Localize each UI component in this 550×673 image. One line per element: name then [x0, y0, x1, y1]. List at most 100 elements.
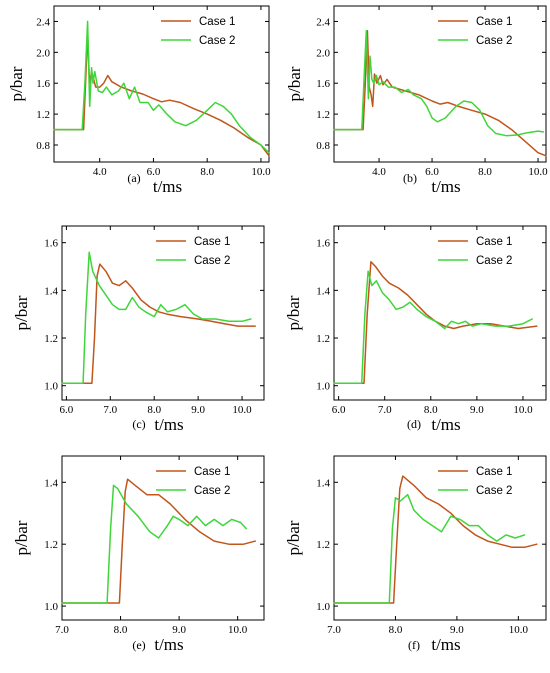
panel-caption: (b) — [403, 171, 417, 185]
legend-label-case-1: Case 1 — [194, 466, 230, 478]
series-line-case-1 — [61, 478, 256, 604]
x-tick-label: 10.0 — [528, 166, 548, 178]
y-axis-label: p/bar — [284, 520, 303, 555]
y-tick-label: 1.0 — [44, 381, 58, 393]
x-tick-label: 6.0 — [147, 166, 161, 178]
y-tick-label: 1.6 — [36, 78, 50, 90]
x-tick-label: 9.0 — [191, 404, 205, 416]
y-tick-label: 1.4 — [44, 477, 58, 489]
series-line-case-2 — [333, 270, 533, 385]
y-tick-label: 1.6 — [316, 238, 330, 250]
x-tick-label: 4.0 — [372, 166, 386, 178]
series-line-case-1 — [333, 261, 538, 385]
panel-c: 6.0 7.0 8.0 9.0 10.0 1.0 1.2 1.4 1.6 t/ms p/bar Cas… — [12, 225, 265, 434]
legend-label-case-1: Case 1 — [199, 16, 235, 28]
legend-label-case-2: Case 2 — [194, 485, 230, 497]
y-tick-label: 1.4 — [316, 285, 330, 297]
panel-a: 4.0 6.0 8.0 10.0 0.8 1.2 1.6 2.0 2.4 t/ms p/bar Cas… — [7, 5, 271, 196]
y-tick-label: 0.8 — [36, 140, 50, 152]
legend-label-case-1: Case 1 — [194, 236, 230, 248]
y-tick-label: 1.4 — [44, 285, 58, 297]
x-tick-label: 7.0 — [327, 624, 341, 636]
legend-label-case-2: Case 2 — [476, 35, 512, 47]
y-tick-label: 0.8 — [316, 140, 330, 152]
legend-label-case-1: Case 1 — [476, 16, 512, 28]
y-tick-label: 1.2 — [316, 333, 330, 345]
plot-frame — [53, 5, 270, 163]
x-axis-label: t/ms — [431, 635, 460, 654]
y-tick-label: 1.2 — [44, 539, 58, 551]
legend-label-case-2: Case 2 — [194, 255, 230, 267]
x-tick-label: 6.0 — [425, 166, 439, 178]
x-tick-label: 7.0 — [55, 624, 69, 636]
series-line-case-1 — [61, 263, 256, 385]
y-axis-label: p/bar — [285, 66, 304, 101]
panel-caption: (e) — [132, 638, 145, 652]
x-tick-label: 8.0 — [478, 166, 492, 178]
series-line-case-2 — [61, 251, 252, 385]
panel-b: 4.0 6.0 8.0 10.0 0.8 1.2 1.6 2.0 2.4 t/ms p/bar Cas… — [285, 5, 548, 196]
panel-caption: (f) — [408, 638, 420, 652]
panel-e: 7.0 8.0 9.0 10.0 1.0 1.2 1.4 t/ms p/bar Case 1 Cas… — [12, 455, 265, 654]
y-axis-label: p/bar — [12, 295, 31, 330]
y-tick-label: 2.0 — [36, 47, 50, 59]
x-tick-label: 8.0 — [147, 404, 161, 416]
y-tick-label: 1.6 — [44, 238, 58, 250]
x-axis-label: t/ms — [153, 177, 182, 196]
y-tick-label: 1.0 — [44, 601, 58, 613]
y-tick-label: 1.2 — [316, 539, 330, 551]
x-tick-label: 6.0 — [332, 404, 346, 416]
panel-caption: (a) — [127, 171, 140, 185]
x-tick-label: 10.0 — [509, 624, 529, 636]
panel-f: 7.0 8.0 9.0 10.0 1.0 1.2 1.4 t/ms p/bar Case 1 Cas… — [284, 455, 547, 654]
legend-label-case-1: Case 1 — [476, 466, 512, 478]
y-tick-label: 1.2 — [316, 109, 330, 121]
legend-label-case-2: Case 2 — [199, 35, 235, 47]
x-axis-label: t/ms — [431, 415, 460, 434]
y-tick-label: 1.2 — [36, 109, 50, 121]
series-line-case-2 — [53, 20, 270, 154]
plot-frame — [61, 225, 265, 401]
x-tick-label: 8.0 — [389, 624, 403, 636]
y-tick-label: 2.4 — [36, 16, 50, 28]
plot-frame — [333, 225, 547, 401]
x-tick-label: 8.0 — [114, 624, 128, 636]
x-tick-label: 10.0 — [228, 624, 248, 636]
x-tick-label: 9.0 — [172, 624, 186, 636]
x-tick-label: 10.0 — [513, 404, 533, 416]
legend-label-case-2: Case 2 — [476, 485, 512, 497]
x-tick-label: 7.0 — [378, 404, 392, 416]
x-tick-label: 6.0 — [60, 404, 74, 416]
y-axis-label: p/bar — [12, 520, 31, 555]
x-axis-label: t/ms — [154, 415, 183, 434]
series-line-case-2 — [61, 484, 248, 604]
series-line-case-1 — [333, 475, 538, 604]
plot-frame — [333, 455, 547, 621]
panel-caption: (c) — [132, 417, 145, 431]
plot-frame — [61, 455, 265, 621]
y-tick-label: 2.0 — [316, 47, 330, 59]
x-tick-label: 9.0 — [450, 624, 464, 636]
x-tick-label: 8.0 — [200, 166, 214, 178]
y-tick-label: 1.6 — [316, 78, 330, 90]
y-tick-label: 1.0 — [316, 381, 330, 393]
series-line-case-2 — [333, 493, 526, 604]
x-tick-label: 8.0 — [424, 404, 438, 416]
y-axis-label: p/bar — [7, 66, 26, 101]
x-tick-label: 7.0 — [103, 404, 117, 416]
x-axis-label: t/ms — [154, 635, 183, 654]
y-tick-label: 1.0 — [316, 601, 330, 613]
x-tick-label: 9.0 — [470, 404, 484, 416]
y-tick-label: 1.4 — [316, 477, 330, 489]
y-tick-label: 2.4 — [316, 16, 330, 28]
series-line-case-2 — [333, 29, 545, 137]
y-tick-label: 1.2 — [44, 333, 58, 345]
x-tick-label: 10.0 — [232, 404, 252, 416]
panel-d: 6.0 7.0 8.0 9.0 10.0 1.0 1.2 1.4 1.6 t/ms p/bar Cas… — [284, 225, 547, 434]
legend-label-case-1: Case 1 — [476, 236, 512, 248]
x-tick-label: 10.0 — [251, 166, 271, 178]
x-tick-label: 4.0 — [93, 166, 107, 178]
panel-caption: (d) — [407, 417, 421, 431]
plot-frame — [333, 5, 547, 163]
